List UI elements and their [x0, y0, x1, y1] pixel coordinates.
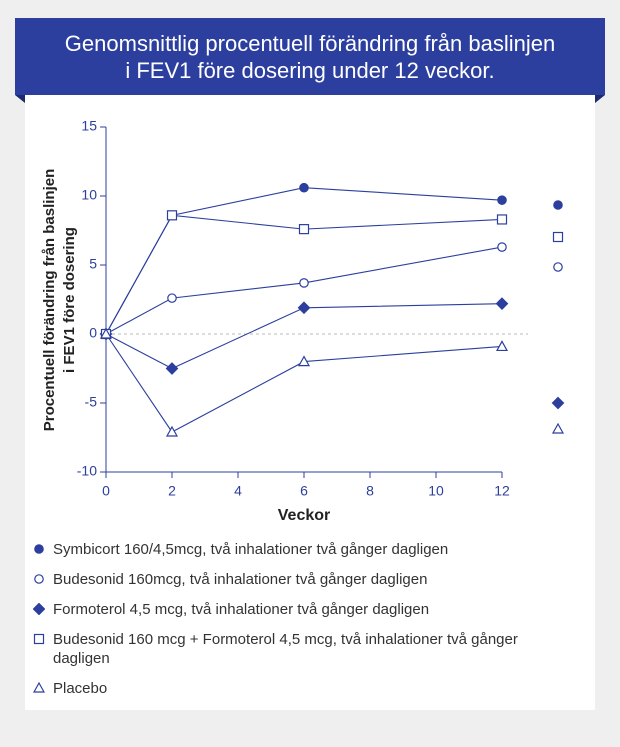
marker: [299, 278, 309, 288]
marker: [553, 262, 563, 272]
x-tick-label: 0: [102, 483, 110, 499]
marker: [496, 214, 508, 225]
legend-item: Formoterol 4,5 mcg, två inhalationer två…: [30, 600, 550, 619]
y-axis-label: i FEV1 före dosering: [61, 227, 78, 373]
marker: [297, 355, 311, 367]
y-tick-label: 10: [81, 187, 97, 203]
legend-marker: [34, 574, 44, 584]
y-tick-label: -5: [85, 394, 98, 410]
legend-item: Symbicort 160/4,5mcg, två inhalationer t…: [30, 540, 550, 559]
marker: [165, 362, 179, 375]
legend-marker: [33, 633, 45, 645]
chart: -10 -5 0 5 10 15 0 2 4 6 8 10 12 Veckor Procentuell fö…: [41, 118, 565, 524]
legend-item: Budesonid 160 mcg + Formoterol 4,5 mcg, …: [30, 630, 550, 668]
x-tick-label: 4: [234, 483, 242, 499]
marker: [165, 425, 179, 437]
x-tick-label: 12: [494, 483, 510, 499]
y-tick-label: -10: [77, 463, 97, 479]
y-axis-label: Procentuell förändring från baslinjen: [41, 169, 58, 432]
x-tick-label: 8: [366, 483, 374, 499]
legend-marker: [33, 603, 45, 615]
x-tick-label: 2: [168, 483, 176, 499]
marker: [33, 682, 45, 693]
banner-fold: [15, 95, 25, 103]
marker: [497, 242, 507, 252]
marker: [166, 210, 178, 221]
marker: [553, 200, 563, 210]
legend-marker: [33, 682, 45, 693]
marker: [298, 224, 310, 235]
marker: [551, 422, 565, 434]
y-tick-label: 5: [89, 256, 97, 272]
marker: [33, 603, 45, 615]
legend-label: Budesonid 160mcg, två inhalationer två g…: [53, 571, 428, 588]
marker: [497, 195, 507, 205]
marker: [33, 633, 45, 645]
chart-title: Genomsnittlig procentuell förändring frå…: [64, 31, 556, 83]
legend-label: Symbicort 160/4,5mcg, två inhalationer t…: [53, 541, 449, 558]
x-axis-label: Veckor: [278, 507, 330, 524]
legend: Symbicort 160/4,5mcg, två inhalationer t…: [30, 540, 550, 709]
marker: [297, 301, 311, 315]
series-line: [105, 246, 503, 335]
marker: [552, 231, 564, 243]
y-tick-label: 15: [81, 118, 97, 134]
marker: [495, 340, 509, 352]
marker: [551, 396, 565, 410]
marker: [167, 293, 177, 303]
marker: [34, 574, 44, 584]
marker: [299, 182, 309, 193]
series-line: [105, 303, 503, 370]
legend-label: Placebo: [53, 680, 108, 697]
banner-fold: [595, 95, 605, 103]
legend-label: Budesonid 160 mcg + Formoterol 4,5 mcg, …: [53, 631, 518, 667]
x-tick-label: 6: [300, 483, 308, 499]
legend-item: Placebo: [30, 679, 550, 698]
title-banner: [15, 18, 605, 95]
y-tick-label: 0: [89, 325, 97, 341]
marker: [99, 327, 113, 339]
legend-item: Budesonid 160mcg, två inhalationer två g…: [30, 570, 550, 589]
legend-label: Formoterol 4,5 mcg, två inhalationer två…: [53, 601, 430, 618]
marker: [34, 544, 44, 554]
series-line: [105, 333, 503, 433]
legend-marker: [34, 544, 44, 554]
series-line: [105, 214, 503, 335]
x-tick-label: 10: [428, 483, 444, 499]
marker: [495, 297, 509, 310]
